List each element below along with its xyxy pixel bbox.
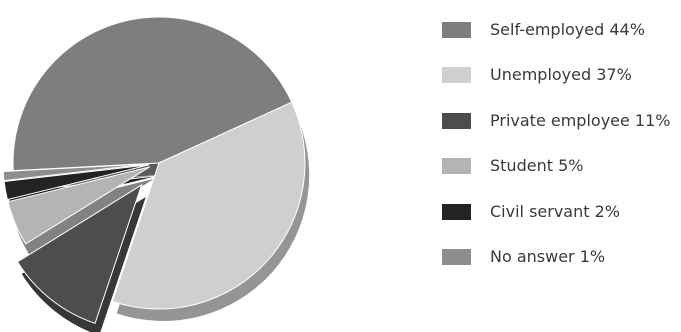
- legend-swatch-unemployed: [442, 67, 471, 84]
- pie-slice-depth: [12, 178, 154, 256]
- legend-swatch-student: [442, 158, 471, 175]
- legend-swatch-self-employed: [442, 22, 471, 38]
- legend-swatch-no-answer: [442, 248, 471, 265]
- pie-slice-self-employed: [12, 16, 293, 172]
- legend-swatch-private-employee: [442, 112, 471, 129]
- pie-slice-unemployed: [111, 101, 306, 310]
- legend-label-self-employed: Self-employed 44%: [490, 20, 645, 39]
- legend-label-no-answer: No answer 1%: [490, 246, 606, 266]
- legend-label-unemployed: Unemployed 37%: [490, 65, 632, 85]
- pie-slice-student: [7, 166, 151, 245]
- pie-slice-civil: [3, 164, 150, 201]
- legend-swatch-civil-servant: [442, 203, 471, 220]
- pie-chart: [2, 16, 310, 332]
- legend-label-civil-servant: Civil servant 2%: [490, 201, 620, 221]
- pie-slice-no: [2, 163, 150, 182]
- legend-label-private-employee: Private employee 11%: [490, 110, 671, 130]
- pie-slice-private: [16, 183, 143, 324]
- legend-label-student: Student 5%: [490, 156, 584, 176]
